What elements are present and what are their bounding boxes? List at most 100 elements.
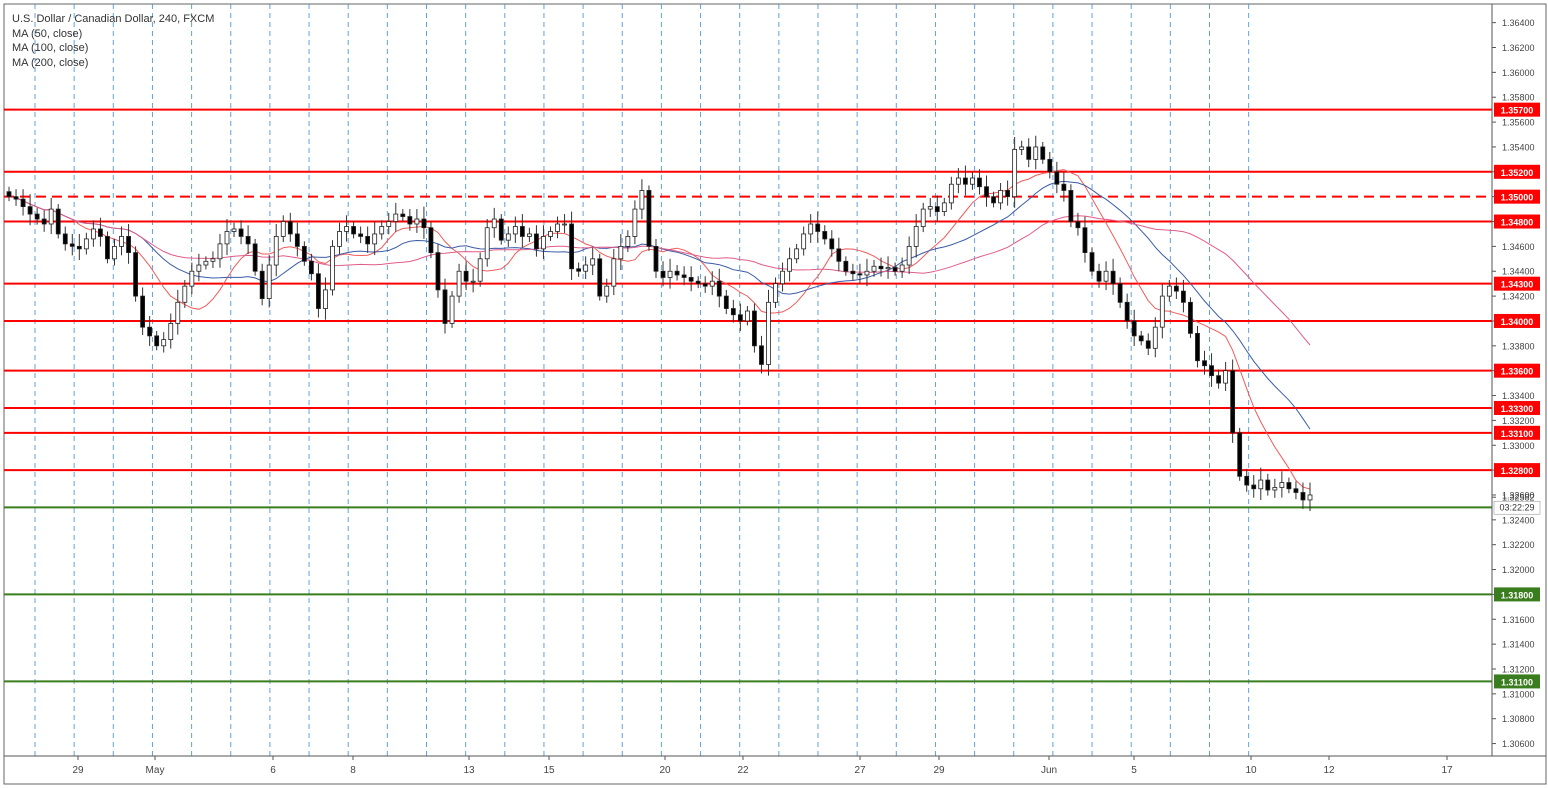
x-tick-label: 29: [933, 765, 945, 776]
svg-text:1.33100: 1.33100: [1501, 429, 1534, 439]
candle: [168, 313, 174, 349]
candle: [1033, 135, 1039, 170]
candle: [308, 253, 314, 281]
candle: [463, 261, 469, 291]
candle: [182, 279, 188, 308]
candle: [625, 230, 631, 252]
candle: [527, 227, 532, 243]
chart-legend: U.S. Dollar / Canadian Dollar, 240, FXCM…: [12, 12, 214, 70]
y-tick-label: 1.36000: [1502, 68, 1535, 78]
candle: [815, 211, 821, 243]
candle: [1237, 427, 1243, 481]
candle: [871, 260, 877, 277]
candle: [1110, 258, 1116, 295]
candle: [569, 211, 574, 280]
candle: [857, 263, 863, 284]
candle: [393, 202, 399, 232]
candle: [449, 291, 455, 328]
candle: [1068, 184, 1074, 228]
candle: [323, 277, 328, 320]
candle: [787, 247, 792, 282]
candle: [1054, 161, 1060, 194]
candle: [133, 246, 138, 302]
x-tick-label: 22: [737, 765, 749, 776]
x-tick-label: 8: [350, 765, 356, 776]
svg-text:1.31800: 1.31800: [1501, 590, 1534, 600]
current-price-countdown: 03:22:29: [1493, 500, 1541, 515]
candle: [1223, 361, 1229, 391]
candle: [1159, 283, 1165, 339]
chart-title: U.S. Dollar / Canadian Dollar, 240, FXCM: [12, 13, 215, 25]
candle: [1188, 297, 1193, 338]
candle: [98, 217, 103, 247]
y-tick-label: 1.32000: [1502, 565, 1535, 575]
candle: [140, 287, 146, 336]
candle: [597, 253, 603, 301]
candle: [358, 226, 364, 244]
candle: [519, 214, 525, 248]
candle: [245, 225, 251, 254]
candle: [1181, 279, 1186, 313]
y-tick-label: 1.36400: [1502, 18, 1535, 28]
x-tick-label: 5: [1131, 765, 1137, 776]
candle: [702, 276, 708, 293]
x-tick-label: 13: [463, 765, 475, 776]
candle: [126, 224, 131, 264]
candle: [920, 202, 926, 233]
y-tick-label: 1.32200: [1502, 540, 1535, 550]
svg-text:1.32800: 1.32800: [1501, 466, 1534, 476]
candle: [266, 255, 272, 308]
candle: [688, 266, 694, 292]
candle: [1012, 136, 1018, 208]
svg-text:03:22:29: 03:22:29: [1499, 503, 1534, 513]
candle: [1216, 369, 1221, 389]
candle: [780, 262, 785, 292]
candle: [562, 214, 567, 233]
level-price-label: 1.35000: [1494, 189, 1540, 204]
y-tick-label: 1.31200: [1502, 664, 1535, 674]
candle: [1286, 477, 1292, 494]
level-price-label: 1.31800: [1494, 587, 1540, 602]
candle: [1103, 261, 1109, 291]
x-tick-label: 27: [854, 765, 866, 776]
candle: [435, 243, 441, 298]
candle: [576, 262, 582, 277]
candle: [759, 335, 764, 374]
candle: [934, 195, 940, 222]
candle: [470, 268, 476, 293]
candle: [48, 197, 54, 235]
candle: [1096, 263, 1102, 288]
candle: [491, 207, 497, 238]
candle: [259, 263, 265, 306]
candle: [1251, 475, 1257, 498]
candle: [541, 225, 546, 259]
candle: [105, 231, 110, 264]
svg-text:1.34300: 1.34300: [1501, 280, 1534, 290]
candle: [1300, 482, 1306, 509]
candle: [337, 222, 342, 255]
svg-text:1.34800: 1.34800: [1501, 218, 1534, 228]
candle: [878, 257, 884, 277]
candle: [548, 226, 553, 241]
level-price-label: 1.33300: [1494, 400, 1540, 415]
y-tick-label: 1.30800: [1502, 714, 1535, 724]
candle: [1131, 309, 1137, 346]
candle: [161, 332, 167, 353]
candle: [766, 289, 771, 376]
candle: [1005, 180, 1011, 206]
candle: [456, 263, 462, 303]
candle: [653, 238, 659, 278]
x-tick-label: May: [146, 765, 165, 776]
candle: [147, 315, 153, 346]
candle: [998, 182, 1003, 210]
candle: [906, 236, 912, 274]
x-tick-label: 10: [1245, 765, 1257, 776]
candle: [372, 221, 378, 256]
candle: [1173, 277, 1179, 299]
level-price-label: 1.33600: [1494, 363, 1540, 378]
candle: [203, 256, 209, 270]
candle: [843, 256, 849, 276]
candle: [1258, 467, 1264, 500]
